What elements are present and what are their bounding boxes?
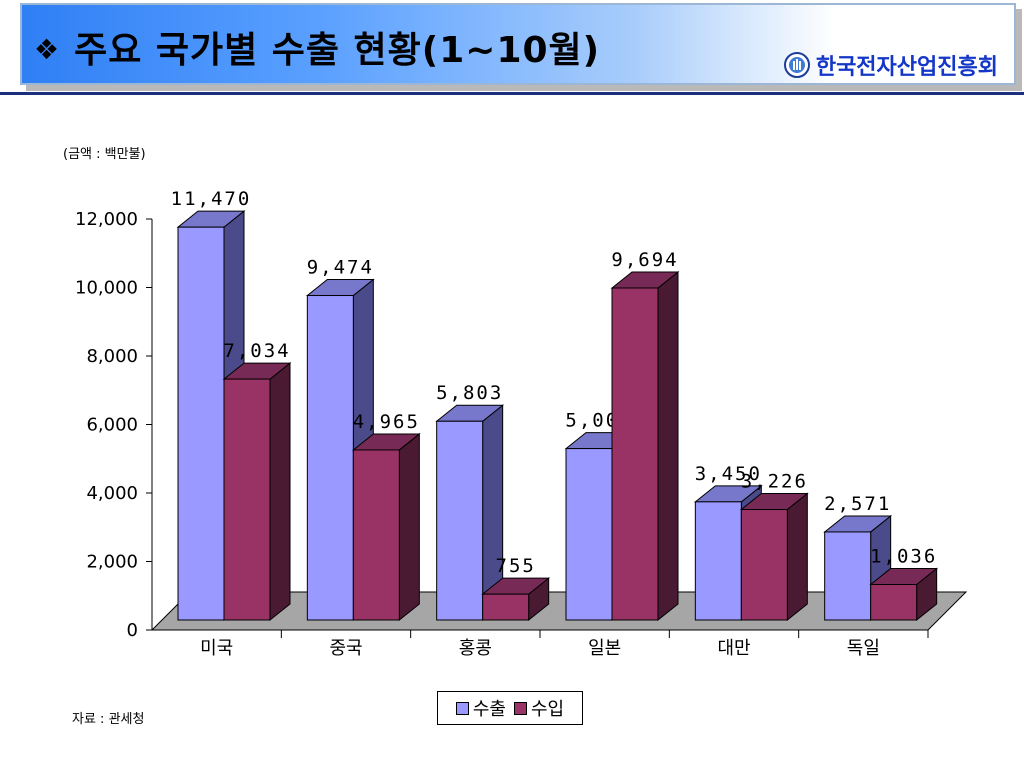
slide-header: ❖ 주요 국가별 수출 현황(1~10월) 한국전자산업진흥회 <box>20 3 1016 85</box>
y-tick-label: 0 <box>127 620 138 641</box>
data-label-import: 755 <box>496 555 536 577</box>
x-tick-label: 대만 <box>717 638 750 659</box>
bar-export <box>824 531 872 621</box>
y-tick-label: 4,000 <box>86 483 138 504</box>
x-tick-label: 중국 <box>329 638 362 659</box>
legend-label-import: 수입 <box>531 699 565 720</box>
bar-export <box>436 420 484 621</box>
diamond-bullet-icon: ❖ <box>34 33 61 66</box>
data-label-export: 5,803 <box>436 382 503 404</box>
data-label-import: 3,226 <box>741 471 808 493</box>
y-tick-label: 12,000 <box>75 209 138 230</box>
data-label-export: 3,450 <box>695 463 762 485</box>
org-name: 한국전자산업진흥회 <box>815 55 998 80</box>
bar-import <box>611 287 659 621</box>
bar-side-import <box>398 432 420 622</box>
bar-import <box>482 593 530 621</box>
bar-export <box>177 226 225 621</box>
data-label-import: 4,965 <box>353 411 420 433</box>
data-label-import: 1,036 <box>870 546 937 568</box>
legend-item-export: 수출 <box>455 695 506 721</box>
y-tick-label: 6,000 <box>86 415 138 436</box>
bar-side-import <box>786 492 808 622</box>
data-label-import: 7,034 <box>223 340 290 362</box>
bar-import <box>352 449 400 621</box>
y-tick-label: 2,000 <box>86 552 138 573</box>
legend-label-export: 수출 <box>472 699 506 720</box>
org-logo-icon <box>783 52 810 78</box>
legend-item-import: 수입 <box>514 695 564 721</box>
data-label-export: 9,474 <box>307 257 374 279</box>
chart-legend: 수출 수입 <box>437 691 583 725</box>
bar-import <box>223 378 271 621</box>
slide-title: ❖ 주요 국가별 수출 현황(1~10월) <box>34 21 600 73</box>
legend-swatch-import <box>514 701 527 715</box>
data-label-import: 9,694 <box>611 249 678 271</box>
bar-import <box>740 509 788 621</box>
slide-title-text: 주요 국가별 수출 현황(1~10월) <box>74 30 601 71</box>
y-tick-label: 8,000 <box>86 346 138 367</box>
bar-side-import <box>657 270 679 622</box>
y-tick-label: 10,000 <box>75 278 138 299</box>
source-note: 자료 : 관세청 <box>72 712 145 727</box>
data-label-export: 11,470 <box>171 188 252 210</box>
x-tick-label: 홍콩 <box>459 638 492 659</box>
x-tick-label: 미국 <box>200 638 233 659</box>
bar-side-import <box>269 362 291 622</box>
x-tick-label: 독일 <box>847 638 880 659</box>
bar-export <box>694 501 742 621</box>
organization: 한국전자산업진흥회 <box>783 49 998 81</box>
data-label-export: 2,571 <box>824 493 891 515</box>
bar-import <box>870 584 918 621</box>
legend-swatch-export <box>455 701 469 715</box>
unit-note: (금액 : 백만불) <box>63 147 146 162</box>
header-divider <box>0 92 1024 95</box>
bar-export <box>565 448 613 621</box>
bar-export <box>306 295 354 621</box>
x-tick-label: 일본 <box>588 638 621 659</box>
